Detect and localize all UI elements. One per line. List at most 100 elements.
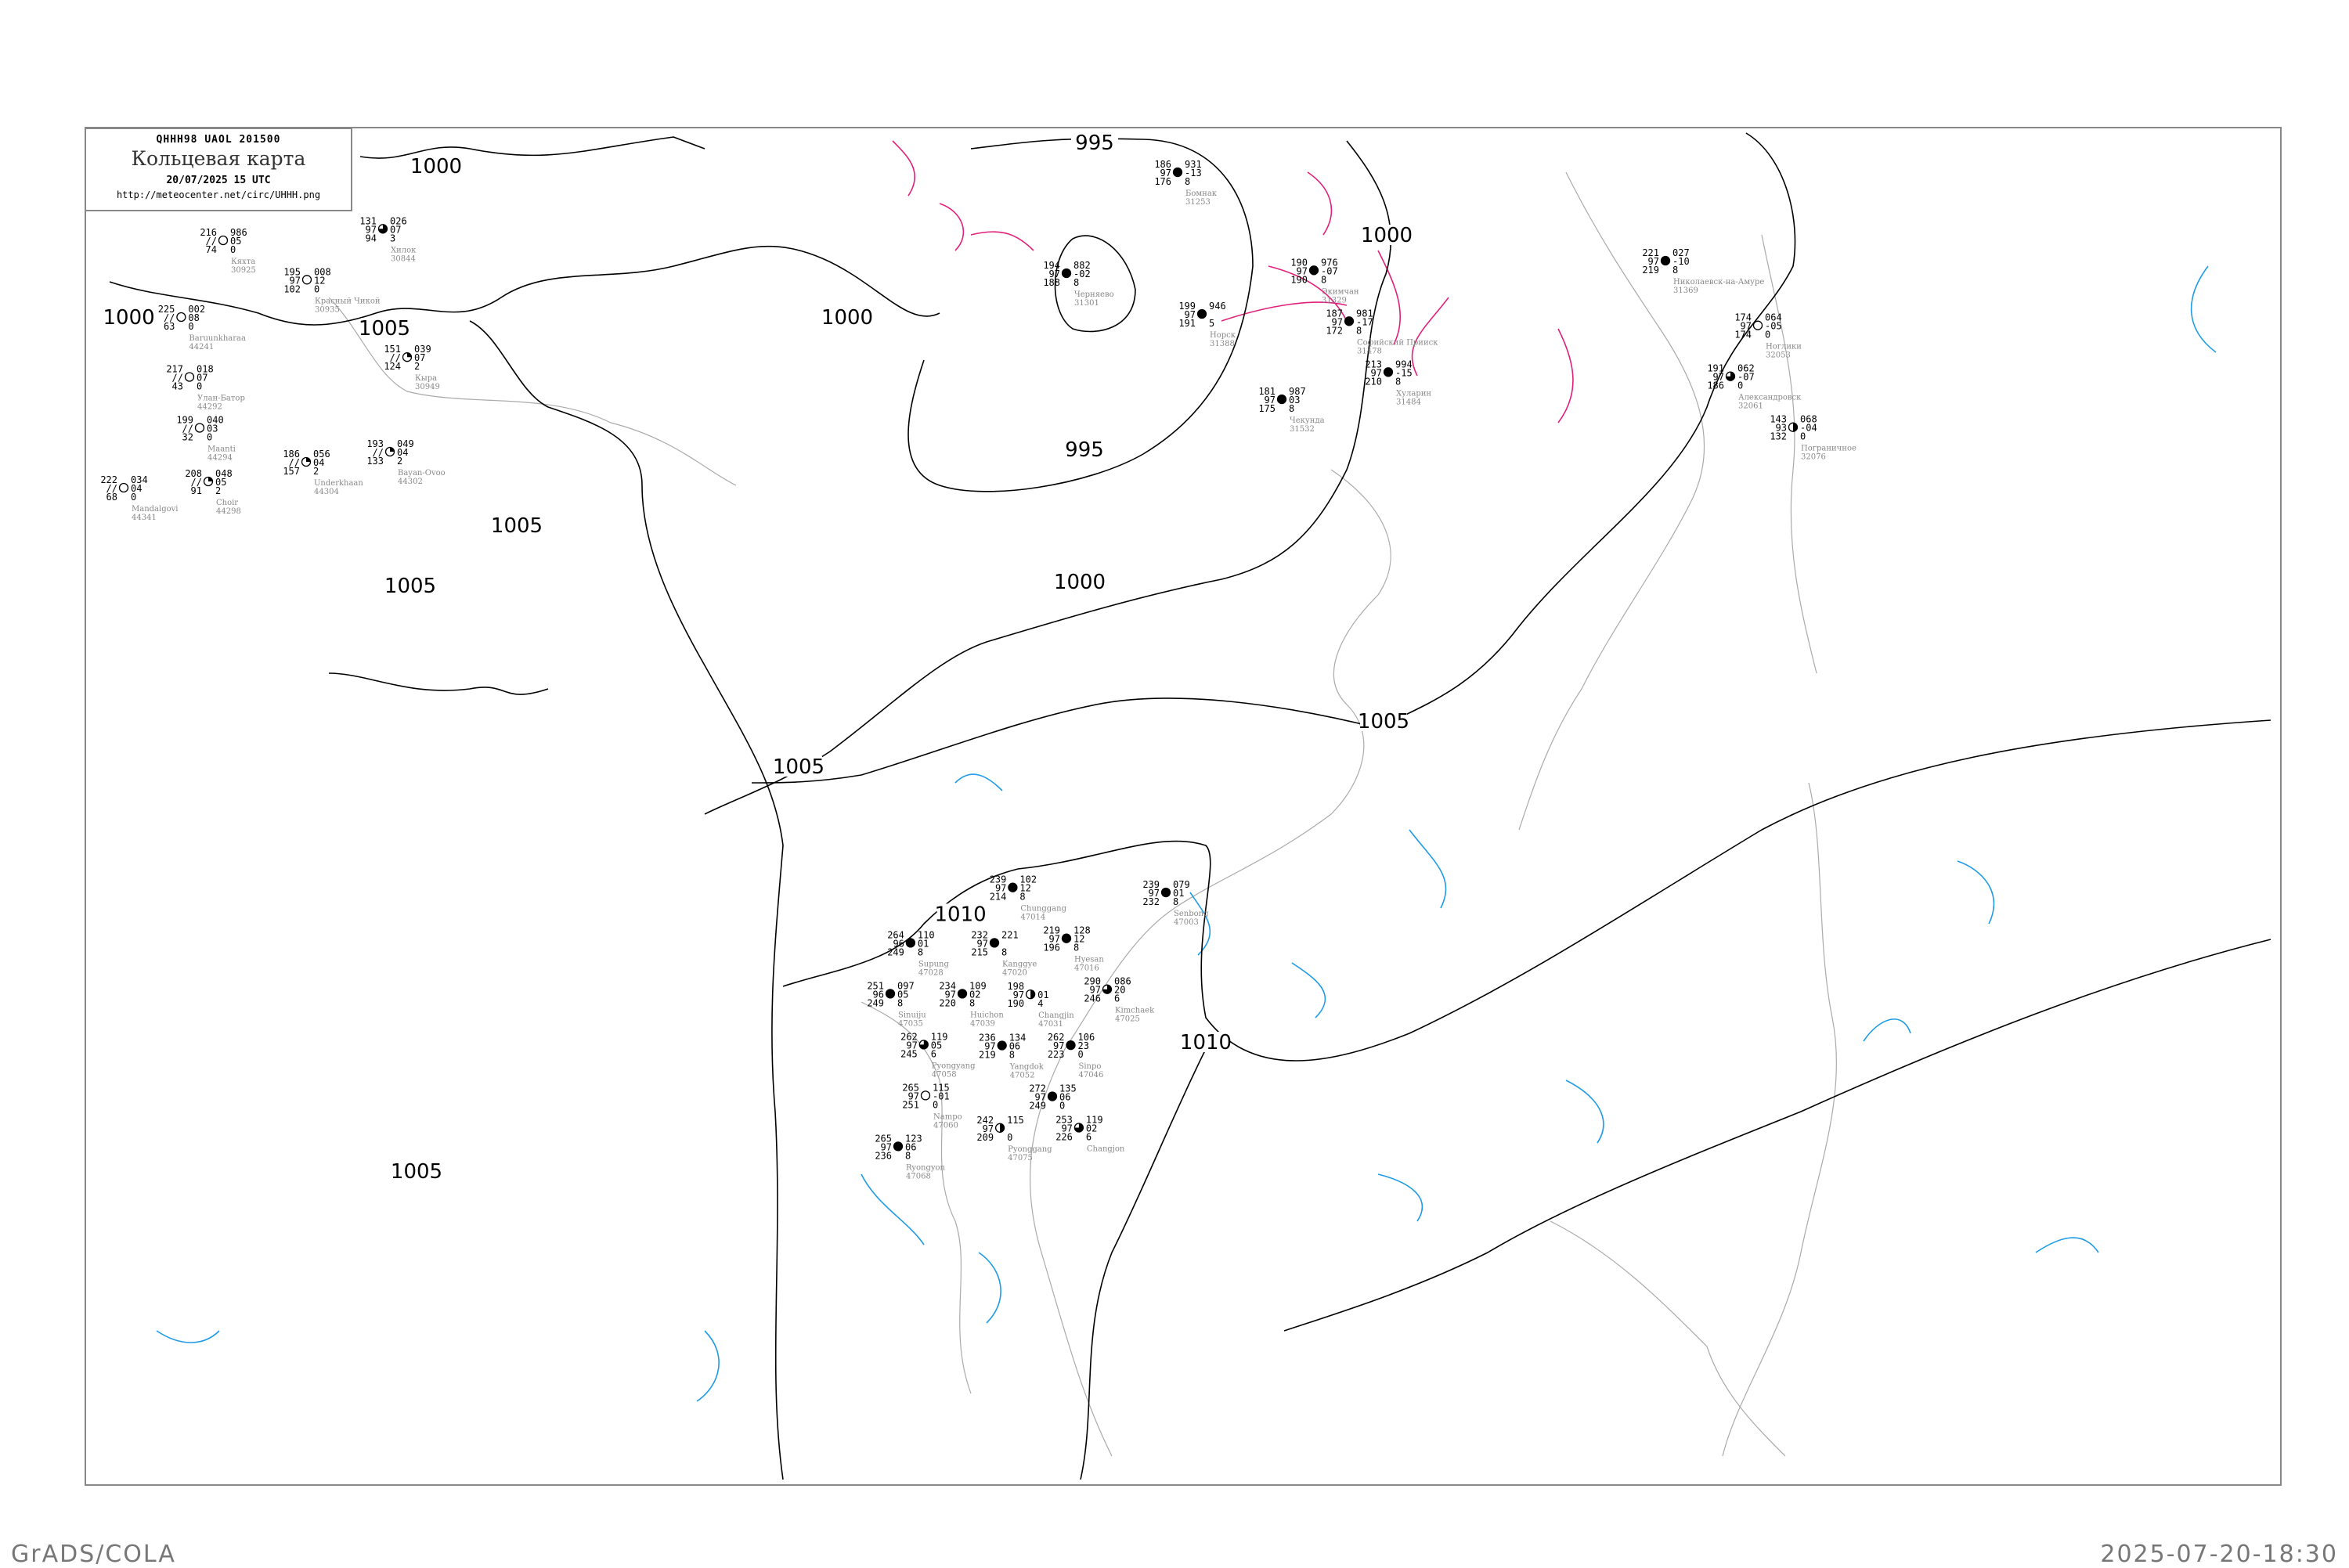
isobar-label-bg (361, 318, 408, 339)
station-td: 226 (1055, 1132, 1073, 1143)
station-p: 079 (1173, 879, 1190, 890)
station-p: 018 (197, 364, 214, 375)
station-p: 064 (1765, 312, 1782, 323)
isobar-line (1054, 235, 1136, 333)
station-id: 30935 (315, 305, 340, 314)
station-id: 47075 (1008, 1154, 1033, 1162)
station-vv: 97 (1149, 888, 1160, 899)
station-id: 44341 (132, 514, 157, 522)
station-p: 068 (1800, 414, 1817, 425)
station-p: 119 (1086, 1115, 1103, 1126)
isobars (109, 132, 2271, 1480)
station-dp: 05 (230, 236, 241, 247)
station-ex: 6 (931, 1048, 936, 1059)
station-id: 47046 (1079, 1071, 1104, 1080)
station-t: 208 (185, 468, 202, 479)
station-id: 47035 (898, 1019, 923, 1028)
station-vv: 97 (1053, 1040, 1064, 1051)
station-p: 115 (1007, 1115, 1024, 1126)
station-dp: -01 (933, 1090, 950, 1101)
station-td: 220 (939, 997, 956, 1008)
station-t: 239 (990, 874, 1007, 885)
isobar-label: 1010 (935, 903, 987, 926)
station-vv: 96 (893, 938, 904, 949)
isobar-line (1283, 939, 2271, 1332)
station-id: 30925 (231, 266, 256, 275)
coastline (1518, 171, 1705, 831)
negative-tendency-contour (1957, 860, 1995, 925)
station-ex: 8 (918, 946, 923, 957)
isobar-label-group: 1000 (821, 306, 873, 330)
isobar-line (704, 140, 1392, 815)
station-vv: 96 (873, 989, 884, 1000)
station-name: Александровск (1738, 394, 1802, 402)
station-t: 219 (1043, 925, 1060, 936)
station-p: 986 (230, 227, 247, 238)
station-ex: 8 (1009, 1050, 1015, 1061)
station-name: Senbong (1174, 910, 1209, 918)
station-td: 249 (887, 946, 904, 957)
station-name: Bayan-Ovoo (398, 469, 446, 478)
station-vv: // (206, 236, 217, 247)
station-td: 191 (1178, 318, 1196, 329)
station-id: 44241 (189, 343, 214, 351)
station-p: 086 (1114, 976, 1131, 987)
station-id: 31484 (1396, 398, 1421, 406)
station-p: 027 (1672, 247, 1690, 258)
isobar-label: 1010 (1180, 1031, 1232, 1054)
positive-tendency-contour (970, 231, 1034, 251)
isobar-label-bg (413, 156, 460, 176)
station-vv: 97 (1371, 367, 1382, 378)
isobar-label: 995 (1075, 132, 1114, 155)
station-ex: 0 (1007, 1132, 1012, 1143)
isobar-label-group: 1005 (391, 1160, 442, 1184)
station-p: 128 (1073, 925, 1091, 936)
isobar-label: 1005 (491, 514, 543, 538)
station-p: 115 (933, 1082, 950, 1093)
station-id: 31388 (1210, 340, 1235, 348)
station-id: 47052 (1010, 1072, 1035, 1080)
bulletin-code: QHHH98 UAOL 201500 (156, 134, 281, 146)
station-name: Кяхта (231, 258, 255, 266)
isobar-label-bg (936, 903, 984, 925)
station-ex: 2 (414, 361, 420, 372)
station-vv: 97 (881, 1141, 892, 1152)
station-name: Кыра (415, 374, 437, 383)
isobar-label: 1000 (1054, 571, 1106, 594)
station-td: 102 (283, 283, 301, 294)
station-vv: // (106, 483, 117, 494)
cloud-cover-icon (1752, 320, 1763, 330)
station-name: Maanti (207, 445, 236, 454)
station-ex: 0 (1800, 431, 1806, 442)
station-id: 44294 (207, 454, 233, 463)
station-dp: 04 (397, 447, 408, 458)
station-t: 221 (1642, 247, 1659, 258)
isobar-label: 1005 (391, 1160, 442, 1184)
station-td: 190 (1290, 274, 1308, 285)
station-name: Pyongyang (932, 1062, 976, 1070)
station-id: 44304 (314, 488, 339, 496)
station-td: 214 (990, 892, 1007, 903)
station-name: Норск (1210, 331, 1236, 340)
station-name: Underkhaan (314, 479, 363, 488)
negative-tendency-contour (1189, 892, 1211, 956)
station-t: 187 (1326, 308, 1343, 319)
station-td: 74 (206, 244, 217, 255)
station-td: 219 (979, 1050, 996, 1061)
station-t: 217 (166, 364, 183, 375)
station-t: 272 (1029, 1083, 1046, 1094)
station-t: 174 (1734, 312, 1752, 323)
